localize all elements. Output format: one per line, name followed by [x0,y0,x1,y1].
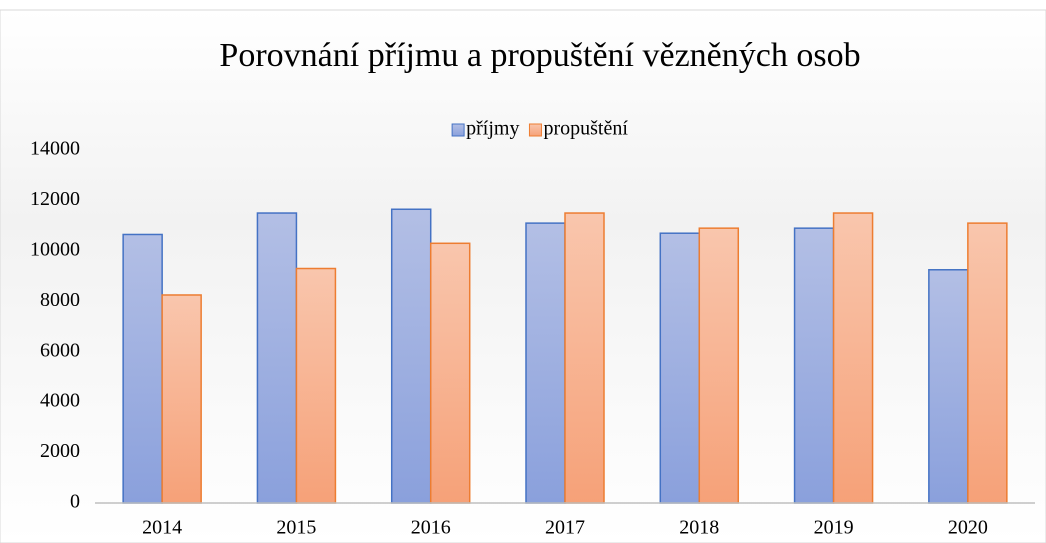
x-tick-label: 2015 [276,517,316,539]
y-tick-label: 6000 [40,339,80,361]
x-tick-label: 2017 [545,517,585,539]
bar [161,294,202,504]
legend-label: propuštění [543,118,628,140]
legend-swatch [528,123,542,137]
y-tick-label: 8000 [40,289,80,311]
y-tick-label: 4000 [40,390,80,412]
bar [295,267,337,504]
x-tick-label: 2018 [679,517,719,539]
legend: příjmy propuštění [451,118,628,140]
bar [793,227,835,504]
chart-title: Porovnání příjmu a propuštění vězněných … [219,37,860,74]
bar [525,222,566,504]
bar [832,212,874,504]
bar [698,227,740,504]
x-tick-label: 2020 [948,517,988,539]
legend-swatch [451,123,465,137]
x-tick-label: 2019 [814,517,854,539]
bar [390,208,432,504]
bar [967,222,1008,504]
x-tick-label: 2014 [142,517,182,539]
bar [122,233,163,504]
bar [659,232,701,504]
y-tick-label: 2000 [40,440,80,462]
bar [928,269,969,504]
y-tick-label: 14000 [30,138,80,160]
bar [564,212,605,504]
legend-label: příjmy [466,118,519,140]
y-tick-label: 0 [70,491,80,513]
y-tick-label: 10000 [30,238,80,260]
bar [429,242,471,504]
y-tick-label: 12000 [30,188,80,210]
bar [256,212,298,504]
x-tick-label: 2016 [411,517,451,539]
